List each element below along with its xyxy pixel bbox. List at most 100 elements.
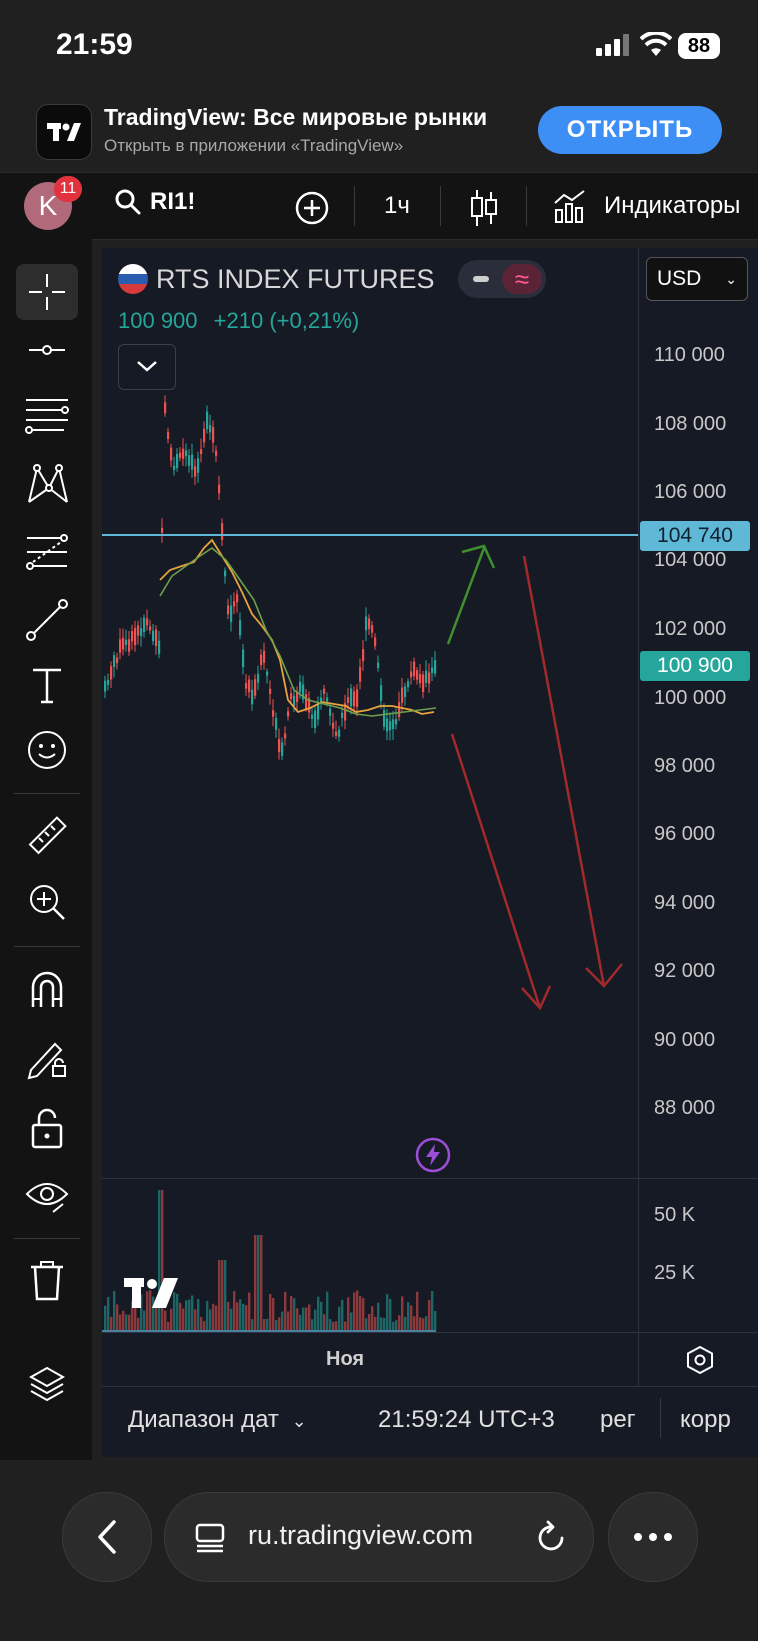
candle <box>206 411 209 430</box>
lightning-icon[interactable] <box>414 1136 452 1174</box>
toolbar-separator <box>440 186 441 226</box>
candle <box>170 447 173 461</box>
pattern-tool[interactable] <box>16 456 78 512</box>
indicators-icon[interactable] <box>552 188 588 224</box>
down-arrow-drawing-2[interactable] <box>522 555 623 988</box>
reload-icon[interactable] <box>536 1520 568 1554</box>
volume-scale[interactable] <box>638 1178 758 1333</box>
candle <box>356 689 359 707</box>
timezone-readout[interactable]: 21:59:24 UTC+3 <box>378 1406 555 1433</box>
text-tool[interactable] <box>16 658 78 714</box>
candle <box>329 708 332 716</box>
chart-settings-button[interactable] <box>638 1332 758 1387</box>
volume-bar <box>203 1321 206 1330</box>
chart-mode-toggle[interactable]: ≈ <box>458 260 546 298</box>
volume-bar <box>269 1294 272 1330</box>
back-button[interactable] <box>62 1492 152 1582</box>
up-arrow-drawing[interactable] <box>446 544 496 645</box>
lock-all-drawings-tool[interactable] <box>16 1100 78 1156</box>
volume-bar <box>146 1291 149 1330</box>
candle <box>299 681 302 693</box>
volume-bar <box>431 1291 434 1330</box>
candle <box>365 616 368 631</box>
measure-tool[interactable] <box>16 808 78 864</box>
more-options-button[interactable] <box>608 1492 698 1582</box>
delete-drawings-tool[interactable] <box>16 1252 78 1308</box>
zoom-tool[interactable] <box>16 874 78 930</box>
reader-mode-icon[interactable] <box>194 1522 226 1554</box>
open-in-app-button[interactable]: ОТКРЫТЬ <box>538 106 722 154</box>
date-range-button[interactable]: Диапазон дат ⌄ <box>128 1406 307 1434</box>
magnet-tool[interactable] <box>16 960 78 1016</box>
chevron-down-icon: ⌄ <box>725 270 737 287</box>
volume-bar <box>221 1260 224 1330</box>
horizontal-line-tool[interactable] <box>16 322 78 378</box>
candle <box>176 453 179 469</box>
interval-button[interactable]: 1ч <box>384 192 410 219</box>
lock-drawing-mode-tool[interactable] <box>16 1030 78 1086</box>
price-scale[interactable] <box>638 248 758 1178</box>
candle <box>125 639 128 645</box>
candle <box>404 686 407 698</box>
candle <box>248 679 251 693</box>
volume-bar <box>131 1301 134 1330</box>
forecast-tool[interactable] <box>16 524 78 580</box>
volume-bar <box>152 1296 155 1330</box>
status-time: 21:59 <box>56 28 133 61</box>
candle <box>419 674 422 684</box>
candle <box>377 662 380 668</box>
unlock-icon <box>31 1108 63 1149</box>
candle <box>395 719 398 725</box>
price-chart-pane[interactable] <box>102 248 638 1178</box>
battery-level: 88 <box>678 33 720 59</box>
candle <box>164 402 167 414</box>
emoji-tool[interactable] <box>16 722 78 778</box>
chevron-down-icon: ⌄ <box>291 1411 307 1431</box>
currency-select[interactable]: USD ⌄ <box>646 257 748 301</box>
candle <box>347 697 350 703</box>
candle <box>233 601 236 607</box>
candle <box>392 719 395 730</box>
time-axis[interactable] <box>102 1332 638 1387</box>
wifi-icon <box>640 32 672 56</box>
legend-collapse-button[interactable] <box>118 344 176 390</box>
down-arrow-drawing-1[interactable] <box>450 733 552 1011</box>
volume-bar <box>290 1295 293 1330</box>
url-text[interactable]: ru.tradingview.com <box>248 1520 474 1550</box>
volume-bar <box>404 1316 407 1330</box>
candle <box>134 627 137 646</box>
candlestick-chart-type-icon[interactable] <box>470 188 498 228</box>
trend-line-icon <box>26 599 68 641</box>
crosshair-tool[interactable] <box>16 264 78 320</box>
candle <box>383 710 386 727</box>
candle <box>323 688 326 694</box>
add-symbol-icon[interactable] <box>294 190 330 226</box>
candle <box>293 695 296 707</box>
price-tick: 98 000 <box>654 755 716 777</box>
candle <box>146 618 149 626</box>
session-button[interactable]: рег <box>600 1406 636 1433</box>
banner-subtitle: Открыть в приложении «TradingView» <box>104 136 404 155</box>
volume-bar <box>173 1292 176 1330</box>
symbol-title[interactable]: RTS INDEX FUTURES <box>156 264 435 294</box>
volume-bar <box>161 1190 164 1330</box>
address-bar[interactable] <box>164 1492 594 1582</box>
russia-flag-icon <box>118 264 148 294</box>
last-price: 100 900 <box>118 308 198 333</box>
candle <box>221 523 224 540</box>
adjustment-button[interactable]: корр <box>680 1406 731 1433</box>
symbol-search-button[interactable]: RI1! <box>114 188 195 216</box>
candle <box>161 527 164 533</box>
fib-retracement-tool[interactable] <box>16 388 78 444</box>
hide-drawings-tool[interactable] <box>16 1168 78 1224</box>
volume-bar <box>125 1314 128 1330</box>
object-tree-tool[interactable] <box>16 1356 78 1412</box>
volume-bar <box>287 1311 290 1330</box>
volume-bar <box>401 1296 404 1330</box>
indicators-button[interactable]: Индикаторы <box>604 192 741 219</box>
crosshair-icon <box>29 274 65 310</box>
currency-value: USD <box>657 267 702 290</box>
volume-bar <box>176 1293 179 1330</box>
candle <box>302 684 305 700</box>
trend-line-tool[interactable] <box>16 592 78 648</box>
